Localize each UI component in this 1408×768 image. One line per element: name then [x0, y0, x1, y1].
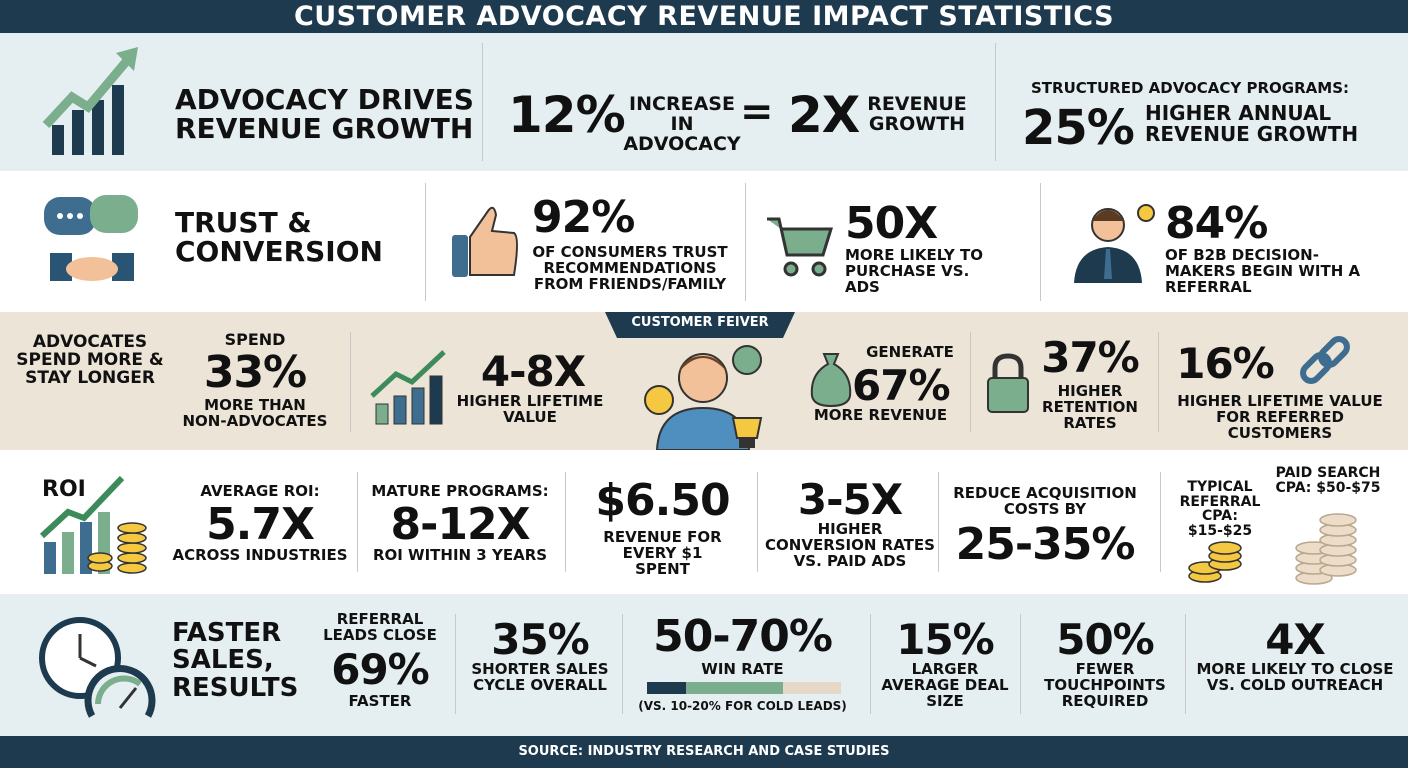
stat-label: MORE LIKELY TO CLOSE VS. COLD OUTREACH: [1196, 660, 1394, 694]
page-title: CUSTOMER ADVOCACY REVENUE IMPACT STATIST…: [0, 0, 1408, 33]
stat-label: ROI WITHIN 3 YEARS: [372, 546, 548, 564]
stat-value: 25-35%: [955, 519, 1136, 570]
shopping-cart-icon: [767, 217, 834, 277]
stat-label: LARGER AVERAGE DEAL SIZE: [881, 660, 1009, 710]
source-footer: SOURCE: INDUSTRY RESEARCH AND CASE STUDI…: [0, 736, 1408, 768]
stat-value: 69%: [331, 645, 430, 694]
stat-label: SHORTER SALES CYCLE OVERALL: [471, 660, 609, 694]
stat-value: 37%: [1041, 333, 1140, 382]
stat-top: SPEND: [224, 330, 286, 349]
stat-value: 50-70%: [653, 611, 833, 662]
section-heading: ADVOCATES SPEND MORE & STAY LONGER: [10, 332, 170, 388]
stat-value: 16%: [1176, 339, 1275, 388]
section-heading-text: ADVOCATES SPEND MORE & STAY LONGER: [16, 332, 164, 388]
stat-value: 35%: [491, 615, 590, 664]
paid-cpa-label: PAID SEARCH CPA: $50-$75: [1275, 465, 1381, 496]
stat-value: $6.50: [595, 475, 730, 526]
section-heading: ROI: [42, 477, 86, 502]
coin-stack-icon: [1188, 541, 1242, 583]
chain-link-icon: [1300, 336, 1350, 384]
banner-label: CUSTOMER FEIVER: [631, 315, 769, 330]
section-heading: ADVOCACY DRIVES REVENUE GROWTH: [175, 83, 474, 146]
thumbs-up-icon: [452, 206, 518, 277]
stat-top: MATURE PROGRAMS:: [371, 482, 549, 500]
chat-handshake-icon: [44, 195, 138, 281]
stat-label: REVENUE FOR EVERY $1 SPENT: [603, 528, 722, 578]
padlock-icon: [987, 353, 1029, 413]
roi-chart-coins-icon: [39, 475, 147, 574]
section-trust-conversion: TRUST & CONVERSION 92% OF CONSUMERS TRUS…: [0, 173, 1408, 310]
stat-value: 3-5X: [797, 475, 903, 524]
stat-label: OF B2B DECISION-MAKERS BEGIN WITH A REFE…: [1165, 246, 1361, 296]
stat-value: 2X: [788, 86, 860, 144]
section-heading: FASTER SALES, RESULTS: [172, 618, 299, 703]
stat-label: HIGHER LIFETIME VALUE FOR REFERRED CUSTO…: [1177, 392, 1383, 442]
section-faster-sales: FASTER SALES, RESULTS REFERRAL LEADS CLO…: [0, 594, 1408, 736]
growth-chart-icon: [370, 350, 446, 425]
coin-stack-large-icon: [1295, 513, 1357, 585]
businessman-icon: [1074, 204, 1155, 283]
stat-label: MORE THAN NON-ADVOCATES: [182, 396, 328, 430]
section-roi: ROI AVERAGE ROI: 5.7X ACROSS INDUSTRIES …: [0, 452, 1408, 592]
stat-top: REDUCE ACQUISITION COSTS BY: [953, 484, 1137, 518]
win-bar-segment-cold: [647, 682, 686, 694]
stat-value: 15%: [896, 615, 995, 664]
section-advocates-spend: ADVOCATES SPEND MORE & STAY LONGER SPEND…: [0, 312, 1408, 450]
stat-value: 92%: [532, 192, 635, 243]
section-heading: TRUST & CONVERSION: [175, 206, 383, 269]
growth-chart-icon: [42, 47, 138, 155]
stat-value: 33%: [203, 347, 307, 398]
stat-top: GENERATE: [866, 343, 954, 361]
section-revenue-growth: ADVOCACY DRIVES REVENUE GROWTH 12% INCRE…: [0, 33, 1408, 171]
stat-value: 67%: [852, 361, 951, 410]
stat-value: 8-12X: [390, 499, 530, 550]
stat-value: 4-8X: [480, 347, 586, 396]
stat-value: 25%: [1022, 100, 1135, 156]
equals-sign: =: [740, 89, 774, 135]
stat-label: WIN RATE: [701, 660, 784, 678]
stat-value: 5.7X: [206, 499, 315, 550]
happy-customer-trophy-icon: [644, 345, 763, 450]
stat-label: FASTER: [348, 692, 412, 710]
stat-top: REFERRAL LEADS CLOSE: [323, 610, 437, 644]
typical-cpa-label: TYPICAL REFERRAL CPA: $15-$25: [1179, 479, 1261, 540]
stat-label: MORE REVENUE: [813, 406, 948, 424]
stat-label: MORE LIKELY TO PURCHASE VS. ADS: [845, 246, 983, 296]
stat-label: ACROSS INDUSTRIES: [172, 546, 348, 564]
stat-value: 50%: [1056, 615, 1155, 664]
stat-note: (VS. 10-20% FOR COLD LEADS): [638, 699, 847, 713]
stat-top: STRUCTURED ADVOCACY PROGRAMS:: [1030, 79, 1350, 97]
stat-label: FEWER TOUCHPOINTS REQUIRED: [1044, 660, 1166, 710]
stat-top: AVERAGE ROI:: [200, 482, 320, 500]
money-bag-icon: [810, 353, 852, 408]
stat-value: 12%: [508, 86, 626, 144]
stat-label: HIGHER ANNUAL REVENUE GROWTH: [1145, 101, 1359, 146]
stat-label: OF CONSUMERS TRUST RECOMMENDATIONS FROM …: [532, 243, 728, 293]
stat-label: HIGHER CONVERSION RATES VS. PAID ADS: [765, 520, 935, 570]
win-rate-bar: [647, 682, 841, 694]
stat-value: 4X: [1265, 615, 1326, 664]
stat-value: 84%: [1165, 198, 1268, 249]
clock-speedometer-icon: [39, 617, 156, 718]
stat-value: 50X: [845, 198, 938, 249]
banner-ribbon: [605, 312, 795, 338]
stat-label: HIGHER RETENTION RATES: [1042, 382, 1138, 432]
win-bar-segment-rest: [782, 682, 841, 694]
stat-label: REVENUE GROWTH: [867, 93, 967, 135]
stat-label: INCREASE IN ADVOCACY: [623, 93, 741, 155]
stat-label: HIGHER LIFETIME VALUE: [456, 392, 604, 426]
win-bar-segment-win: [685, 682, 783, 694]
